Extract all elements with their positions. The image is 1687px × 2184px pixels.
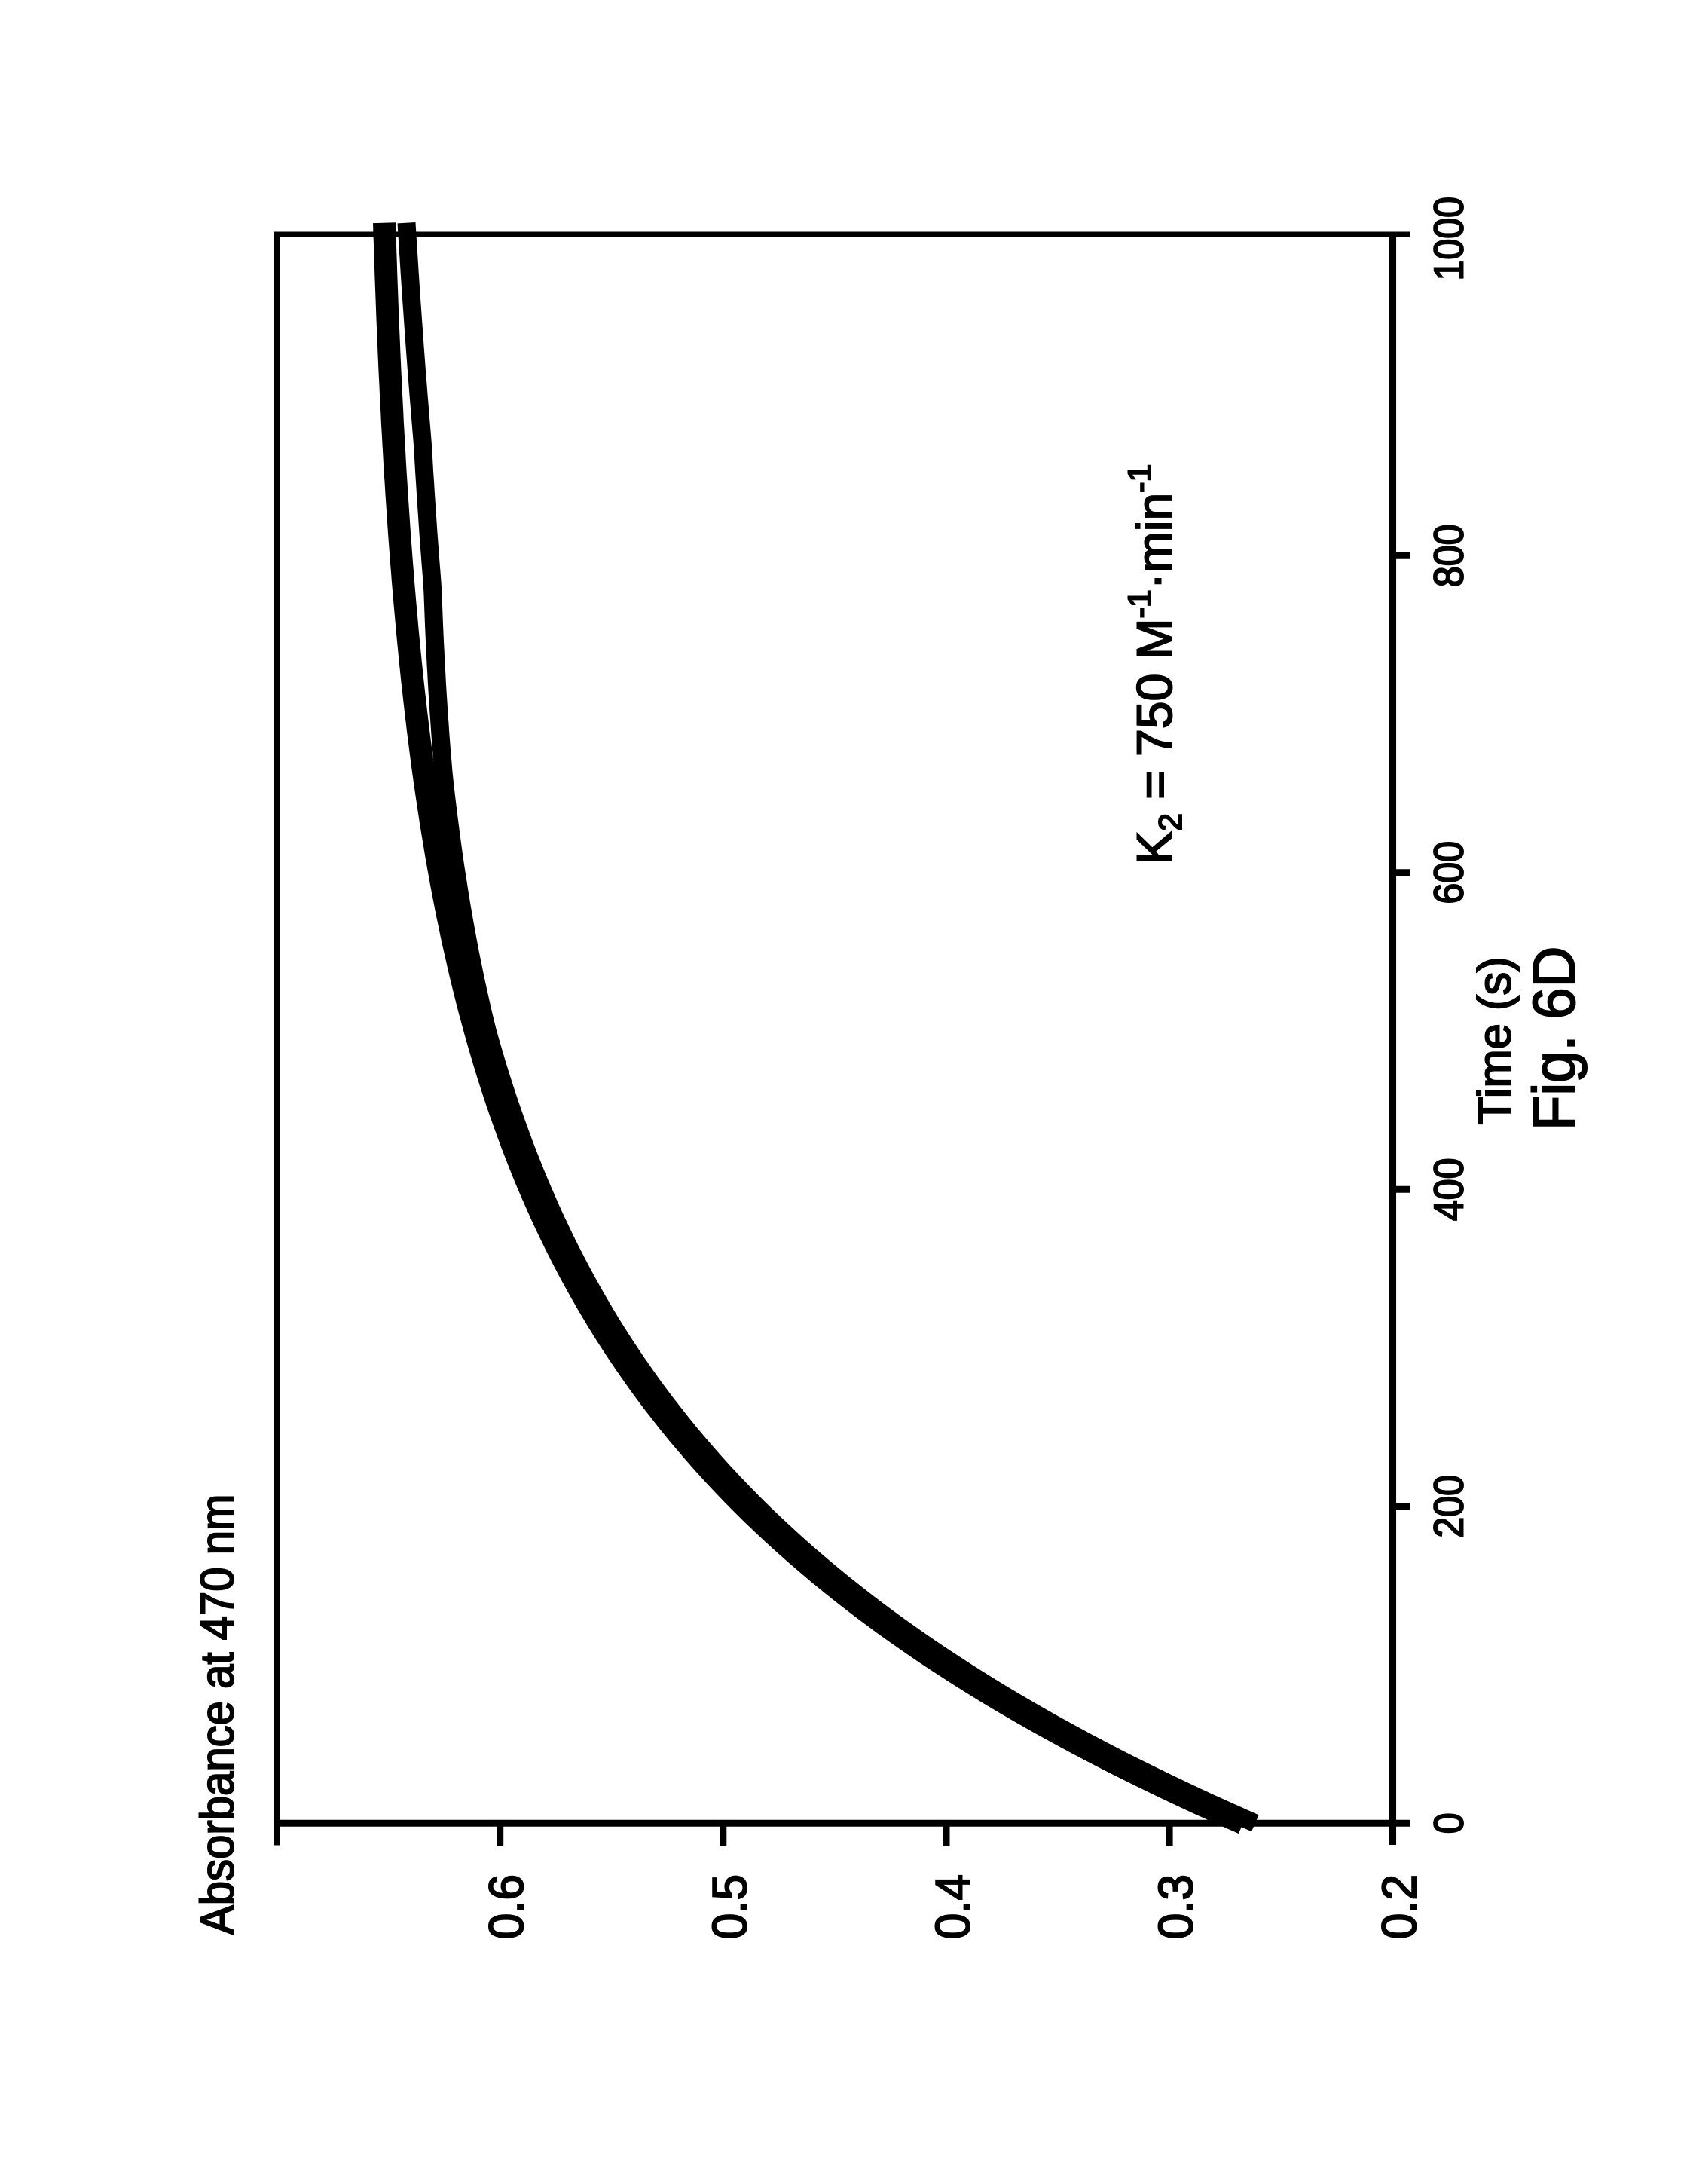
- svg-text:K2 = 750 M-1·min-1: K2 = 750 M-1·min-1: [1122, 464, 1189, 864]
- svg-text:600: 600: [1427, 841, 1472, 904]
- svg-text:0: 0: [1427, 1812, 1472, 1834]
- svg-text:0.5: 0.5: [703, 1874, 756, 1939]
- svg-text:1000: 1000: [1427, 197, 1472, 281]
- svg-text:800: 800: [1427, 524, 1472, 587]
- svg-text:Fig. 6D: Fig. 6D: [1521, 947, 1588, 1130]
- svg-text:0.3: 0.3: [1150, 1874, 1203, 1939]
- svg-text:Absorbance at 470 nm: Absorbance at 470 nm: [191, 1494, 243, 1935]
- svg-text:0.4: 0.4: [927, 1874, 980, 1939]
- svg-text:0.6: 0.6: [480, 1874, 533, 1939]
- svg-text:200: 200: [1427, 1475, 1472, 1538]
- svg-text:Time (s): Time (s): [1469, 956, 1521, 1124]
- svg-text:0.2: 0.2: [1373, 1874, 1426, 1939]
- svg-text:400: 400: [1427, 1158, 1472, 1221]
